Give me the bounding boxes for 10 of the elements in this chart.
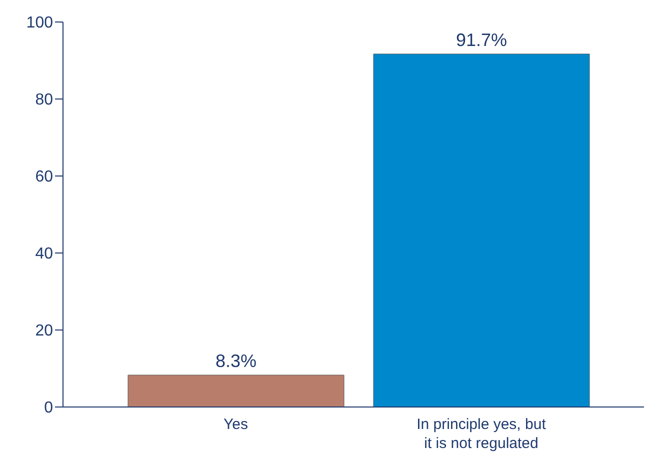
data-label: 8.3% <box>215 351 257 372</box>
y-tick-label: 0 <box>44 400 54 417</box>
y-tick-label: 100 <box>26 14 54 32</box>
x-tick-label: Yes <box>224 416 248 433</box>
y-tick-label: 60 <box>35 168 54 186</box>
y-tick-label: 40 <box>35 246 54 263</box>
y-tick-label: 80 <box>35 92 54 109</box>
y-tick-label: 20 <box>35 322 54 340</box>
x-tick-label: In principle yes, but it is not regulated <box>416 416 547 452</box>
data-label: 91.7% <box>456 30 508 50</box>
